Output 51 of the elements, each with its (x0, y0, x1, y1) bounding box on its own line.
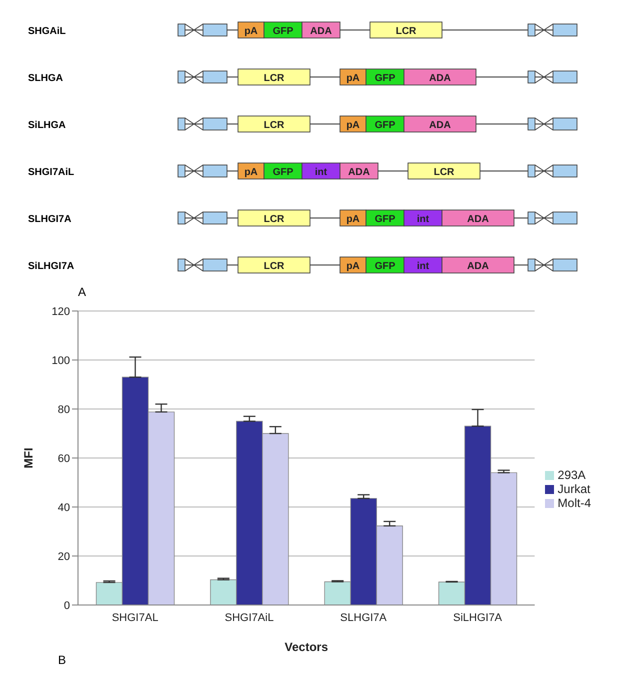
text: pA (346, 261, 360, 272)
x-tick-label: SLHGI7A (340, 612, 388, 624)
legend-label: Jurkat (558, 482, 590, 496)
y-tick-label: 0 (64, 600, 70, 612)
y-tick-label: 100 (52, 354, 70, 367)
text: GFP (374, 73, 396, 84)
text: pA (346, 214, 360, 225)
category-label: SiLHGI7A (28, 261, 74, 272)
text: GFP (374, 120, 396, 131)
text: pA (346, 73, 360, 84)
category-label: SLHGA (28, 73, 63, 84)
y-tick-label: 60 (58, 452, 70, 465)
category-label: SHGI7AiL (28, 167, 74, 178)
y-axis-title: MFI (21, 448, 36, 468)
legend-label: 293A (558, 468, 586, 482)
text: LCR (264, 73, 284, 84)
text: ADA (429, 73, 451, 84)
text: int (314, 167, 328, 178)
category-label: SLHGI7A (28, 214, 72, 225)
text: GFP (272, 26, 294, 37)
y-tick-label: 80 (58, 404, 70, 416)
y-tick-label: 40 (58, 502, 70, 514)
category-label: SiLHGA (28, 120, 66, 131)
text: LCR (264, 214, 284, 225)
text: int (416, 261, 430, 272)
x-tick-label: SHGI7AiL (224, 612, 274, 624)
text: GFP (374, 261, 396, 272)
text: pA (244, 167, 258, 178)
text: LCR (264, 120, 284, 131)
text: ADA (310, 26, 332, 37)
text: pA (244, 26, 258, 37)
text: LCR (396, 26, 416, 37)
category-label: SHGAiL (28, 26, 66, 37)
text: LCR (264, 261, 284, 272)
text: GFP (374, 214, 396, 225)
text: ADA (429, 120, 451, 131)
legend-label: Molt-4 (558, 496, 591, 510)
text: LCR (434, 167, 454, 178)
x-tick-label: SHGI7AL (112, 612, 158, 624)
text: A (78, 285, 86, 299)
text: ADA (348, 167, 370, 178)
x-axis-title: Vectors (284, 640, 328, 654)
text: ADA (467, 261, 489, 272)
y-tick-label: 120 (52, 306, 70, 318)
text: GFP (272, 167, 294, 178)
text: B (58, 653, 66, 667)
x-tick-label: SiLHGI7A (453, 612, 503, 624)
y-tick-label: 20 (58, 550, 70, 563)
text: pA (346, 120, 360, 131)
text: ADA (467, 214, 489, 225)
text: int (416, 214, 430, 225)
